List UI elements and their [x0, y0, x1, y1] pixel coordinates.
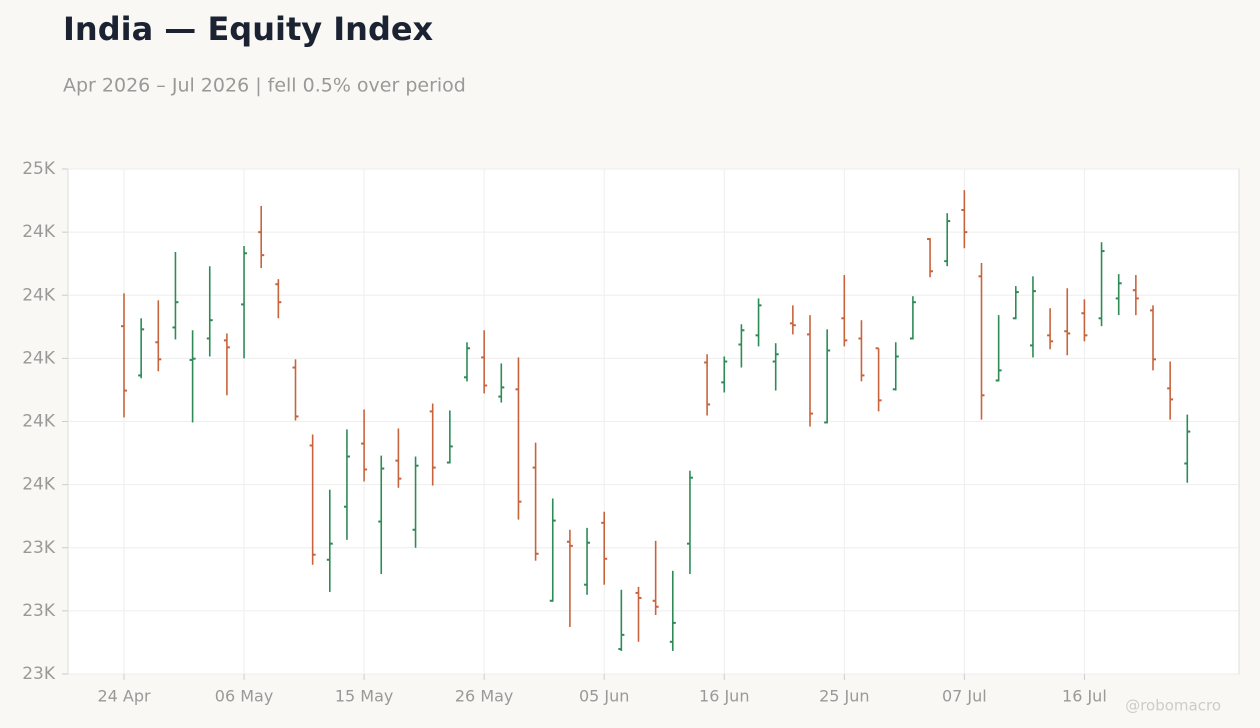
- y-tick-label: 23K: [22, 538, 56, 558]
- y-tick-label: 23K: [22, 664, 56, 684]
- x-tick-label: 16 Jul: [1062, 687, 1107, 706]
- credit: @robomacro: [1125, 697, 1221, 715]
- y-tick-label: 24K: [22, 348, 56, 368]
- y-tick-label: 24K: [22, 475, 56, 495]
- x-tick-label: 07 Jul: [942, 687, 987, 706]
- x-tick-label: 16 Jun: [699, 687, 749, 706]
- y-tick-label: 25K: [22, 159, 56, 179]
- x-tick-label: 15 May: [335, 687, 394, 706]
- chart-subtitle: Apr 2026 – Jul 2026 | fell 0.5% over per…: [63, 75, 466, 97]
- x-tick-label: 26 May: [455, 687, 514, 706]
- x-tick-label: 06 May: [215, 687, 274, 706]
- y-tick-label: 24K: [22, 412, 56, 432]
- y-tick-label: 24K: [22, 222, 56, 242]
- y-tick-label: 23K: [22, 601, 56, 621]
- x-tick-label: 25 Jun: [819, 687, 869, 706]
- chart-title: India — Equity Index: [63, 10, 434, 48]
- y-tick-label: 24K: [22, 285, 56, 305]
- x-tick-label: 24 Apr: [97, 687, 151, 706]
- x-tick-label: 05 Jun: [579, 687, 629, 706]
